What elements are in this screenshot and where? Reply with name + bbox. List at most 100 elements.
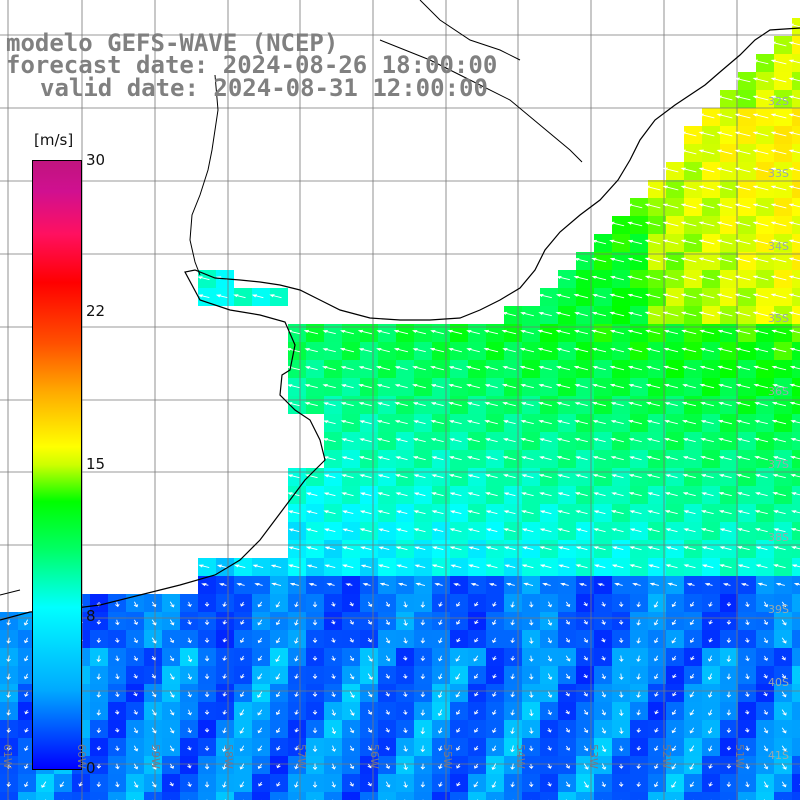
wind-arrow	[708, 619, 713, 625]
wind-cell	[792, 702, 800, 720]
wind-arrow	[645, 293, 661, 299]
wind-arrow	[204, 619, 210, 626]
wind-arrow	[484, 474, 498, 479]
wind-cell	[540, 792, 558, 800]
wind-arrow	[24, 709, 29, 715]
wind-arrow	[601, 709, 607, 716]
wind-arrow	[204, 655, 210, 662]
wind-arrow	[610, 347, 625, 353]
wind-arrow	[187, 691, 192, 698]
wind-arrow	[734, 131, 751, 137]
wind-arrow	[510, 673, 515, 680]
wind-arrow	[294, 709, 299, 715]
wind-arrow	[420, 763, 426, 770]
wind-arrow	[438, 781, 443, 787]
wind-arrow	[502, 456, 516, 461]
wind-arrow	[763, 781, 769, 788]
wind-arrow	[341, 546, 354, 551]
wind-arrow	[520, 420, 534, 425]
wind-arrow	[716, 167, 733, 173]
wind-cell	[252, 792, 270, 800]
wind-arrow	[636, 781, 641, 787]
wind-arrow	[770, 59, 787, 65]
wind-arrow	[362, 583, 371, 586]
wind-arrow	[574, 311, 588, 317]
wind-arrow	[520, 384, 534, 389]
wind-arrow	[358, 348, 372, 353]
wind-arrow	[665, 528, 678, 533]
wind-arrow	[565, 619, 570, 625]
wind-arrow	[257, 637, 263, 644]
wind-cell	[486, 792, 504, 800]
wind-arrow	[41, 781, 47, 788]
wind-arrow	[455, 709, 461, 715]
wind-arrow	[583, 691, 588, 697]
wind-arrow	[377, 492, 390, 497]
wind-arrow	[557, 492, 570, 497]
wind-arrow	[349, 691, 355, 698]
colorbar-tick-0: 0	[86, 759, 96, 777]
wind-arrow	[665, 474, 678, 479]
wind-arrow	[611, 492, 624, 497]
wind-arrow	[503, 528, 516, 533]
wind-arrow	[547, 655, 553, 662]
wind-arrow	[671, 601, 677, 608]
wind-arrow	[609, 275, 625, 281]
wind-cell	[792, 360, 800, 378]
wind-arrow	[680, 239, 697, 245]
wind-cell	[666, 792, 684, 800]
wind-arrow	[197, 294, 210, 299]
wind-arrow	[671, 781, 677, 788]
wind-arrow	[689, 619, 695, 626]
wind-arrow	[654, 763, 659, 770]
wind-arrow	[395, 528, 408, 533]
wind-arrow	[376, 347, 390, 353]
wind-arrow	[726, 619, 732, 625]
wind-arrow	[618, 781, 624, 787]
wind-arrow	[575, 546, 588, 551]
wind-arrow	[609, 383, 625, 389]
wind-cell	[54, 792, 72, 800]
wind-arrow	[690, 655, 695, 661]
wind-arrow	[474, 745, 479, 751]
wind-arrow	[682, 383, 696, 389]
wind-arrow	[413, 510, 426, 515]
wind-arrow	[358, 366, 372, 371]
wind-arrow	[781, 763, 787, 770]
wind-arrow	[592, 456, 606, 461]
wind-arrow	[448, 474, 462, 479]
wind-arrow	[664, 419, 678, 425]
wind-arrow	[752, 275, 769, 281]
wind-arrow	[357, 329, 373, 335]
wind-arrow	[735, 401, 751, 407]
wind-arrow	[547, 619, 553, 626]
wind-arrow	[763, 619, 769, 626]
wind-arrow	[322, 348, 336, 353]
wind-arrow	[473, 673, 479, 679]
wind-arrow	[331, 673, 336, 679]
wind-cell	[468, 792, 486, 800]
wind-arrow	[707, 745, 713, 752]
wind-arrow	[772, 492, 786, 497]
wind-arrow	[341, 564, 354, 569]
wind-arrow	[671, 763, 677, 770]
wind-arrow	[698, 113, 715, 119]
wind-arrow	[312, 727, 318, 734]
title-forecast-date: forecast date: 2024-08-26 18:00:00	[6, 51, 498, 79]
wind-arrow	[304, 402, 318, 407]
wind-arrow	[287, 384, 300, 389]
wind-arrow	[331, 763, 336, 770]
wind-cell	[792, 576, 800, 594]
wind-arrow	[367, 655, 373, 662]
wind-arrow	[788, 131, 800, 136]
wind-arrow	[788, 95, 800, 100]
wind-arrow	[6, 619, 11, 626]
wind-arrow	[644, 221, 661, 227]
colorbar	[32, 160, 82, 770]
wind-arrow	[788, 257, 800, 262]
wind-cell	[72, 792, 90, 800]
wind-arrow	[312, 745, 318, 752]
wind-arrow	[788, 311, 800, 316]
wind-arrow	[393, 347, 409, 353]
